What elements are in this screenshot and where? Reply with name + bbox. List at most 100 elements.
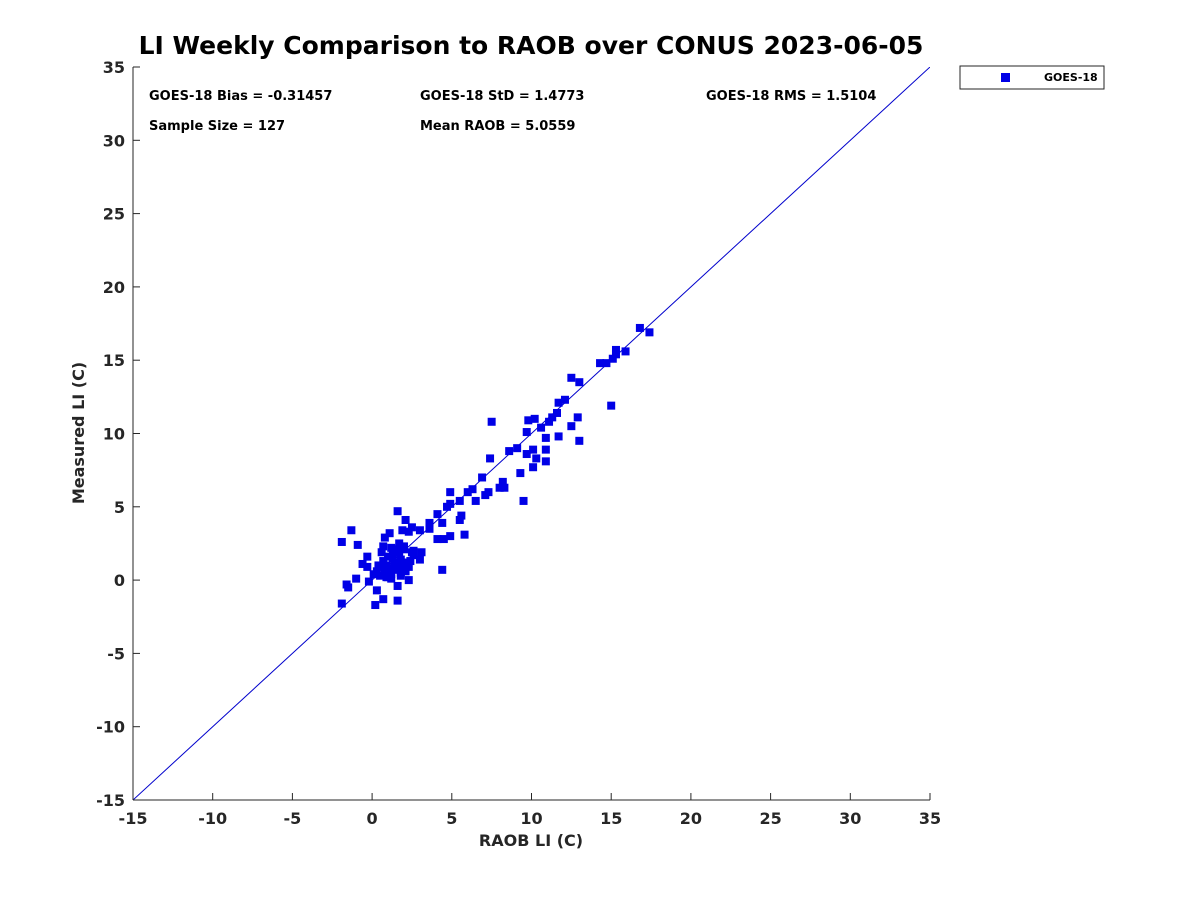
data-point-goes-18 — [516, 469, 525, 478]
data-point-goes-18 — [384, 552, 393, 561]
y-tick-label: 30 — [103, 131, 125, 150]
x-tick-label: -15 — [119, 809, 148, 828]
data-point-goes-18 — [573, 413, 582, 422]
x-tick-label: -5 — [284, 809, 302, 828]
data-point-goes-18 — [554, 398, 563, 407]
data-point-goes-18 — [645, 328, 654, 337]
data-point-goes-18 — [406, 557, 415, 566]
x-tick-label: 15 — [600, 809, 622, 828]
data-point-goes-18 — [407, 523, 416, 532]
mean-raob-annotation: Mean RAOB = 5.0559 — [420, 119, 575, 134]
legend: GOES-18 — [959, 65, 1105, 90]
data-point-goes-18 — [396, 555, 405, 564]
data-point-goes-18 — [455, 515, 464, 524]
y-tick-label: -10 — [96, 718, 125, 737]
data-point-goes-18 — [611, 345, 620, 354]
data-point-goes-18 — [560, 395, 569, 404]
data-point-goes-18 — [529, 445, 538, 454]
data-point-goes-18 — [415, 555, 424, 564]
data-point-goes-18 — [425, 518, 434, 527]
data-point-goes-18 — [363, 552, 372, 561]
bias-annotation: GOES-18 Bias = -0.31457 — [149, 89, 332, 104]
data-point-goes-18 — [500, 483, 509, 492]
data-point-goes-18 — [358, 559, 367, 568]
data-point-goes-18 — [457, 511, 466, 520]
data-point-goes-18 — [393, 545, 402, 554]
y-tick-label: 10 — [103, 425, 125, 444]
data-point-goes-18 — [363, 562, 372, 571]
data-point-goes-18 — [385, 564, 394, 573]
stats-annotations: GOES-18 Bias = -0.31457 GOES-18 StD = 1.… — [149, 89, 876, 134]
data-point-goes-18 — [417, 548, 426, 557]
data-point-goes-18 — [541, 445, 550, 454]
data-point-goes-18 — [433, 510, 442, 519]
data-point-goes-18 — [438, 518, 447, 527]
x-tick-label: 0 — [367, 809, 378, 828]
data-point-goes-18 — [393, 581, 402, 590]
data-point-goes-18 — [401, 567, 410, 576]
data-point-goes-18 — [376, 571, 385, 580]
data-point-goes-18 — [392, 559, 401, 568]
data-point-goes-18 — [388, 554, 397, 563]
data-point-goes-18 — [532, 454, 541, 463]
x-tick-label: 30 — [839, 809, 861, 828]
x-tick-label: 10 — [520, 809, 542, 828]
data-point-goes-18 — [415, 526, 424, 535]
one-to-one-reference-line — [133, 67, 930, 800]
data-point-goes-18 — [553, 408, 562, 417]
data-point-goes-18 — [337, 599, 346, 608]
y-tick-label: -5 — [107, 644, 125, 663]
data-point-goes-18 — [513, 444, 522, 453]
data-point-goes-18 — [387, 574, 396, 583]
rms-annotation: GOES-18 RMS = 1.5104 — [706, 89, 876, 104]
data-point-goes-18 — [541, 433, 550, 442]
data-point-goes-18 — [398, 526, 407, 535]
data-point-goes-18 — [395, 539, 404, 548]
data-point-goes-18 — [433, 535, 442, 544]
data-point-goes-18 — [379, 542, 388, 551]
y-tick-label: 35 — [103, 58, 125, 77]
data-point-goes-18 — [409, 546, 418, 555]
data-point-goes-18 — [372, 586, 381, 595]
y-tick-label: 5 — [114, 498, 125, 517]
data-point-goes-18 — [374, 561, 383, 570]
sample-size-annotation: Sample Size = 127 — [149, 119, 285, 134]
data-point-goes-18 — [460, 530, 469, 539]
data-point-goes-18 — [524, 416, 533, 425]
data-point-goes-18 — [392, 565, 401, 574]
data-point-goes-18 — [438, 565, 447, 574]
data-point-goes-18 — [522, 450, 531, 459]
data-point-goes-18 — [352, 574, 361, 583]
data-point-goes-18 — [446, 488, 455, 497]
data-point-goes-18 — [380, 533, 389, 542]
data-point-goes-18 — [621, 347, 630, 356]
data-point-goes-18 — [379, 595, 388, 604]
data-point-goes-18 — [548, 413, 557, 422]
data-point-goes-18 — [372, 567, 381, 576]
data-point-goes-18 — [344, 583, 353, 592]
data-point-goes-18 — [575, 378, 584, 387]
data-point-goes-18 — [484, 488, 493, 497]
data-point-goes-18 — [478, 473, 487, 482]
x-axis-label: RAOB LI (C) — [479, 831, 583, 850]
data-point-goes-18 — [567, 373, 576, 382]
data-point-goes-18 — [486, 454, 495, 463]
data-point-goes-18 — [396, 568, 405, 577]
data-point-goes-18 — [463, 488, 472, 497]
data-point-goes-18 — [554, 432, 563, 441]
chart-title: LI Weekly Comparison to RAOB over CONUS … — [139, 31, 924, 60]
legend-label-goes-18: GOES-18 — [1044, 71, 1098, 84]
data-point-goes-18 — [425, 524, 434, 533]
data-point-goes-18 — [379, 557, 388, 566]
x-tick-label: 25 — [759, 809, 781, 828]
data-point-goes-18 — [596, 359, 605, 368]
data-point-goes-18 — [439, 535, 448, 544]
data-point-goes-18 — [409, 551, 418, 560]
data-point-goes-18 — [468, 485, 477, 494]
data-point-goes-18 — [607, 401, 616, 410]
data-point-goes-18 — [575, 436, 584, 445]
data-point-goes-18 — [380, 567, 389, 576]
x-tick-label: 35 — [919, 809, 941, 828]
data-point-goes-18 — [364, 577, 373, 586]
data-point-goes-18 — [498, 477, 507, 486]
